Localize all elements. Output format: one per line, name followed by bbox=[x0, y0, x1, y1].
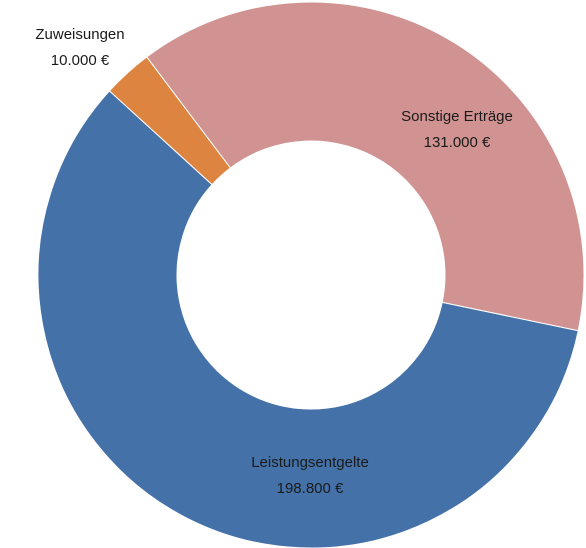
donut-slice bbox=[37, 90, 579, 548]
value-label: 198.800 € bbox=[277, 480, 344, 497]
donut-slice bbox=[108, 56, 232, 186]
value-label: 10.000 € bbox=[51, 52, 110, 69]
donut-slice bbox=[146, 1, 585, 332]
slice-label: Leistungsentgelte bbox=[251, 454, 369, 471]
slice-label: Sonstige Erträge bbox=[401, 108, 513, 125]
value-label: 131.000 € bbox=[424, 134, 491, 151]
slice-label: Zuweisungen bbox=[35, 26, 124, 43]
